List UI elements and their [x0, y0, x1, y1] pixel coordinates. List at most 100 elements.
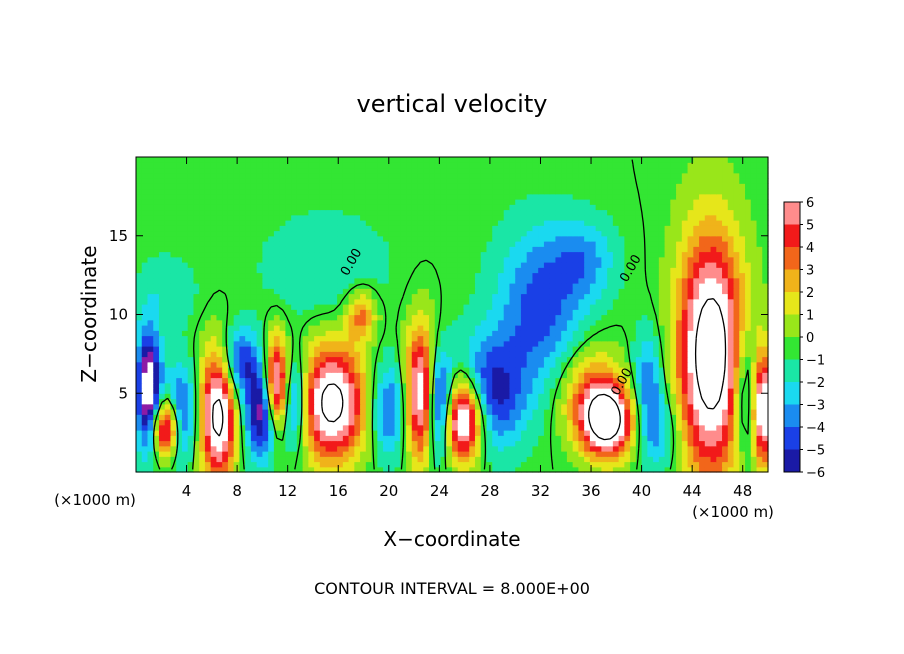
field-cell [227, 361, 235, 368]
field-cell [227, 298, 235, 305]
field-cell [440, 414, 447, 421]
field-cell [296, 235, 304, 242]
field-cell [578, 340, 585, 347]
field-cell [526, 256, 534, 263]
field-cell [497, 466, 505, 473]
field-cell [342, 424, 350, 431]
field-cell [268, 451, 275, 457]
field-cell [664, 382, 671, 389]
field-cell [136, 445, 143, 452]
field-cell [331, 409, 338, 415]
field-cell [624, 293, 631, 300]
field-cell [469, 283, 476, 289]
field-cell [727, 440, 735, 447]
field-cell [176, 256, 183, 263]
field-cell [578, 241, 585, 247]
field-cell [693, 440, 700, 447]
field-cell [526, 309, 534, 316]
field-cell [515, 435, 522, 442]
field-cell [727, 377, 735, 384]
field-cell [509, 251, 516, 258]
field-cell [762, 298, 769, 305]
field-cell [710, 309, 717, 316]
field-cell [687, 293, 694, 300]
field-cell [572, 256, 579, 263]
field-cell [452, 293, 459, 300]
field-cell [446, 325, 453, 331]
field-cell [595, 309, 602, 316]
field-cell [635, 466, 643, 473]
field-cell [762, 361, 769, 368]
field-cell [727, 277, 735, 284]
field-cell [474, 256, 482, 263]
field-cell [612, 451, 620, 457]
field-cell [181, 419, 189, 426]
field-cell [434, 356, 442, 363]
field-cell [153, 262, 160, 268]
field-cell [647, 451, 654, 457]
field-cell [480, 356, 488, 363]
field-cell [589, 424, 597, 431]
field-cell [699, 367, 706, 373]
field-cell [699, 356, 706, 363]
field-cell [670, 351, 677, 358]
field-cell [469, 382, 476, 389]
field-cell [210, 461, 218, 468]
field-cell [480, 267, 488, 274]
field-cell [308, 256, 315, 263]
field-cell [262, 461, 269, 468]
field-cell [383, 419, 390, 426]
field-cell [693, 398, 700, 405]
field-cell [250, 382, 258, 389]
field-cell [147, 361, 154, 368]
field-cell [360, 461, 367, 468]
field-cell [704, 419, 712, 426]
field-cell [273, 298, 281, 305]
field-cell [417, 340, 424, 347]
field-cell [452, 340, 459, 347]
field-cell [509, 293, 516, 300]
field-cell [670, 272, 677, 279]
field-cell [658, 272, 666, 279]
field-cell [664, 256, 671, 263]
field-cell [181, 330, 189, 337]
field-cell [699, 398, 706, 405]
field-cell [452, 246, 459, 253]
field-cell [279, 267, 286, 274]
field-cell [262, 403, 269, 410]
field-cell [170, 235, 177, 242]
field-cell [158, 340, 166, 347]
field-cell [566, 435, 574, 442]
field-cell [406, 435, 413, 442]
field-cell [136, 330, 143, 337]
field-cell [543, 445, 551, 452]
field-cell [314, 388, 321, 394]
field-cell [745, 356, 752, 363]
field-cell [745, 246, 752, 253]
field-cell [762, 382, 769, 389]
field-cell [181, 325, 189, 331]
field-cell [273, 419, 281, 426]
field-cell [509, 361, 516, 368]
field-cell [480, 272, 488, 279]
field-cell [273, 325, 281, 331]
field-cell [486, 298, 493, 305]
field-cell [543, 414, 551, 421]
field-cell [566, 388, 574, 394]
field-cell [687, 319, 694, 326]
field-cell [285, 283, 292, 289]
field-cell [164, 372, 172, 379]
field-cell [762, 451, 769, 457]
field-cell [492, 267, 499, 274]
field-cell [360, 235, 367, 242]
field-cell [727, 246, 735, 253]
field-cell [268, 361, 275, 368]
field-cell [722, 277, 729, 284]
field-cell [204, 424, 212, 431]
field-cell [549, 256, 557, 263]
field-cell [176, 424, 183, 431]
field-cell [681, 314, 689, 321]
field-cell [245, 283, 252, 289]
field-cell [687, 335, 694, 342]
field-cell [584, 409, 591, 415]
